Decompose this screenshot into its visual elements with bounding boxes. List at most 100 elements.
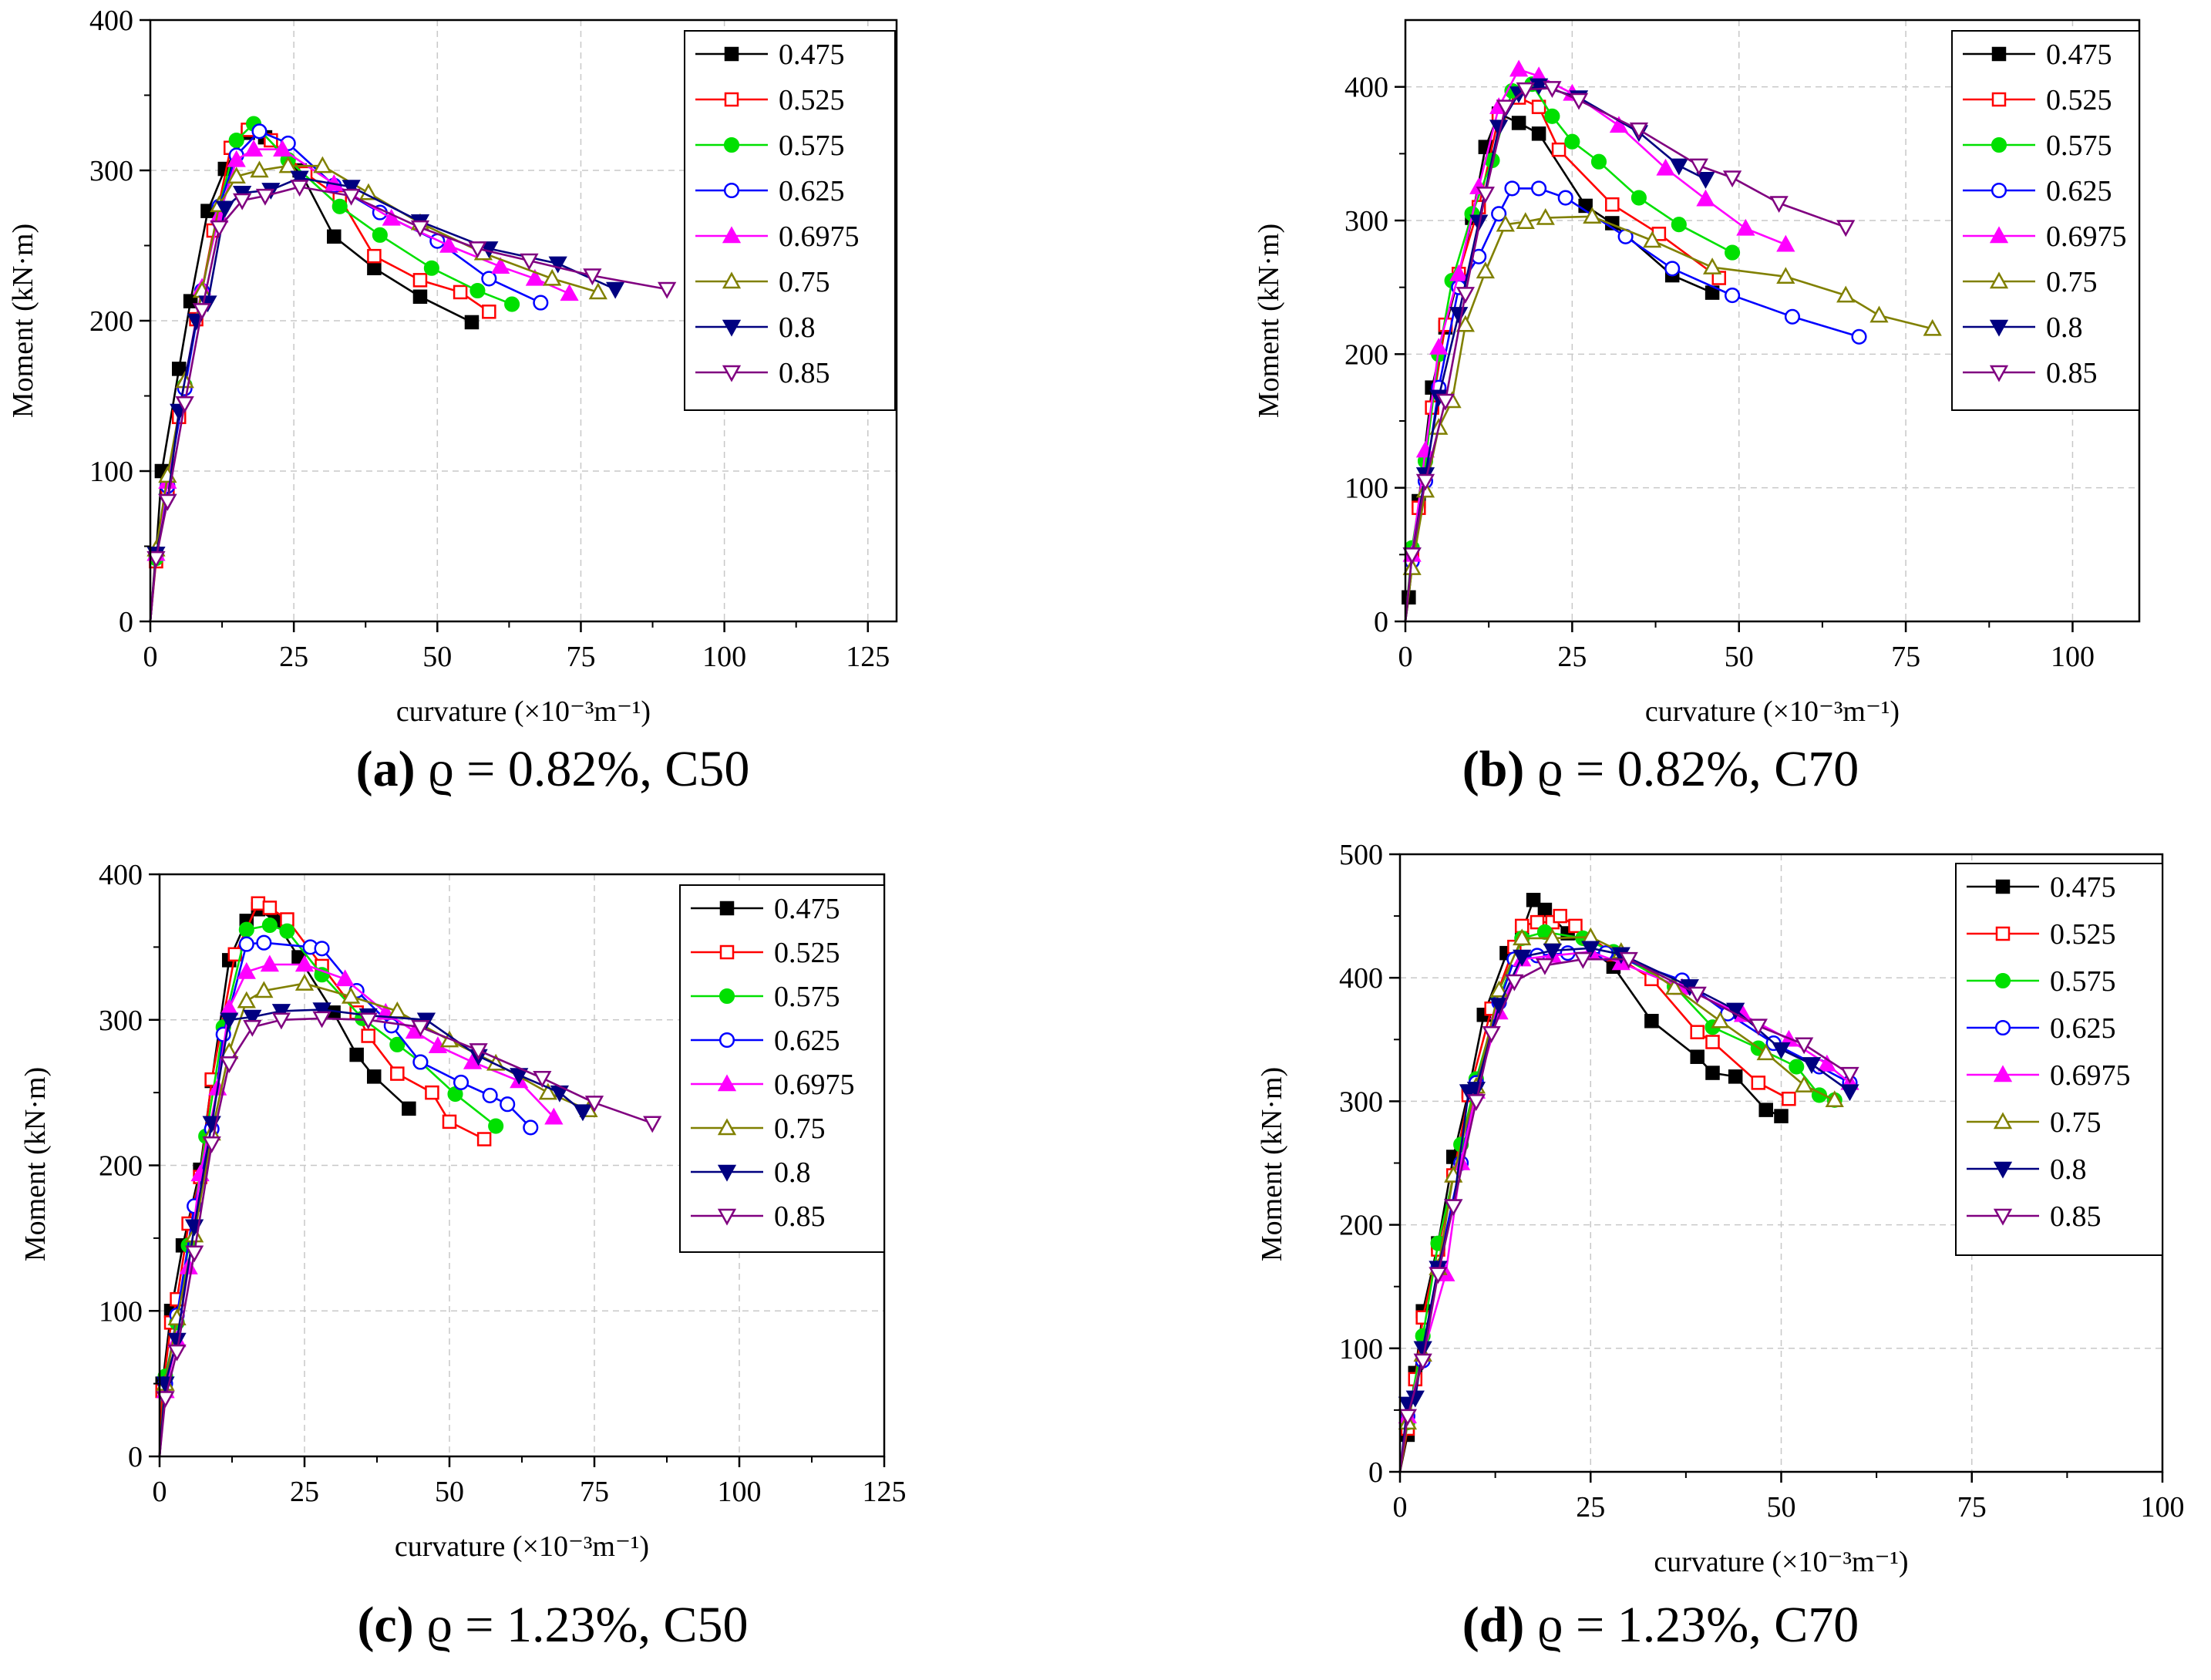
series-line [1404,84,1707,622]
caption-c-letter: (c) [357,1597,414,1653]
data-point [1696,189,1715,207]
data-point [1664,978,1684,995]
legend-marker [718,988,735,1005]
data-point [262,901,278,915]
data-point [1784,308,1801,325]
legend-label: 0.75 [2046,266,2098,298]
series-0.575 [1398,924,1842,1473]
legend-label: 0.8 [2046,311,2083,344]
series-line [1398,951,1851,1473]
legend-label: 0.6975 [2046,221,2127,253]
data-point [156,1391,175,1409]
data-point [525,268,545,286]
data-point [244,140,264,157]
data-point [1529,78,1549,96]
x-axis-label: curvature (×10⁻³m⁻¹) [396,695,651,728]
data-point [273,140,292,157]
legend-marker [1991,136,2007,153]
data-point [1795,1037,1814,1055]
data-point [1509,59,1529,77]
caption-d-letter: (d) [1462,1597,1525,1653]
data-point [1656,158,1675,176]
data-point [1769,196,1789,214]
data-point [500,1096,516,1113]
data-point [376,1002,395,1020]
series-line [149,122,513,622]
x-tick-label: 25 [279,641,308,673]
data-point [1568,918,1583,934]
data-point [1489,980,1509,998]
data-point [1802,1057,1822,1074]
data-point [1725,288,1741,304]
data-point [1774,1109,1789,1123]
data-point [171,362,187,376]
series-0.475 [1402,106,1720,622]
y-tick-label: 200 [1339,1210,1383,1242]
data-point [453,1074,469,1090]
y-tick-label: 100 [1344,473,1388,505]
data-point [313,156,332,173]
data-point [1583,207,1602,224]
data-point [251,123,268,140]
data-point [366,1069,382,1084]
data-point [469,1043,488,1060]
data-point [1413,1341,1432,1358]
y-tick-label: 200 [89,305,133,338]
legend-label: 0.525 [2050,918,2116,951]
data-point [423,260,439,276]
data-point [361,1029,375,1043]
y-tick-label: 0 [1374,606,1388,638]
caption-b-text: ϱ = 0.82%, C70 [1524,741,1859,797]
data-point [228,132,244,149]
data-point [1496,214,1515,232]
y-tick-label: 0 [119,606,133,638]
data-point [1491,206,1507,222]
legend-marker [1991,92,2007,107]
data-point [227,150,246,167]
data-point [1711,1011,1730,1029]
y-axis-label: Moment (kN·m) [7,224,39,418]
data-point [1504,180,1520,197]
series-0.625 [1398,945,1858,1473]
data-point [1564,133,1580,150]
data-point [1690,1049,1705,1064]
x-tick-label: 50 [422,641,452,673]
chart-d-svg: 0 25 50 75 100 0 100 200 300 400 500 curvature (×10… [1256,839,2185,1578]
data-point [481,271,497,287]
data-point [1581,941,1600,958]
x-tick-label: 50 [1767,1491,1796,1523]
legend-marker [1994,972,2011,989]
data-point [1726,1002,1745,1020]
data-point [1840,1066,1859,1084]
data-point [1526,893,1541,907]
data-point [476,1132,492,1146]
data-point [278,156,298,173]
legend-label: 0.85 [2050,1200,2102,1233]
legend-label: 0.625 [2050,1012,2116,1045]
data-point [237,961,256,979]
x-tick-label: 100 [2051,641,2095,673]
data-point [1402,558,1422,575]
data-point [1923,318,1942,336]
data-point [1825,1090,1844,1108]
legend-label: 0.6975 [774,1069,855,1101]
data-point [184,1245,204,1263]
data-point [469,282,486,299]
legend-label: 0.625 [774,1025,840,1057]
legend-marker [717,1118,737,1136]
data-point [1413,1353,1432,1371]
data-point [1869,305,1889,323]
y-tick-label: 400 [99,859,143,891]
data-point [227,167,246,184]
series-0.85 [146,180,677,622]
data-point [533,1071,552,1088]
legend-label: 0.85 [779,357,830,389]
legend-box [679,884,885,1253]
data-point [1531,126,1546,141]
data-point [1429,338,1449,355]
legend-box [1955,863,2163,1256]
x-axis-label: curvature (×10⁻³m⁻¹) [1645,695,1900,728]
data-point [523,1119,539,1136]
y-tick-label: 100 [89,456,133,488]
legend-marker [722,365,742,382]
